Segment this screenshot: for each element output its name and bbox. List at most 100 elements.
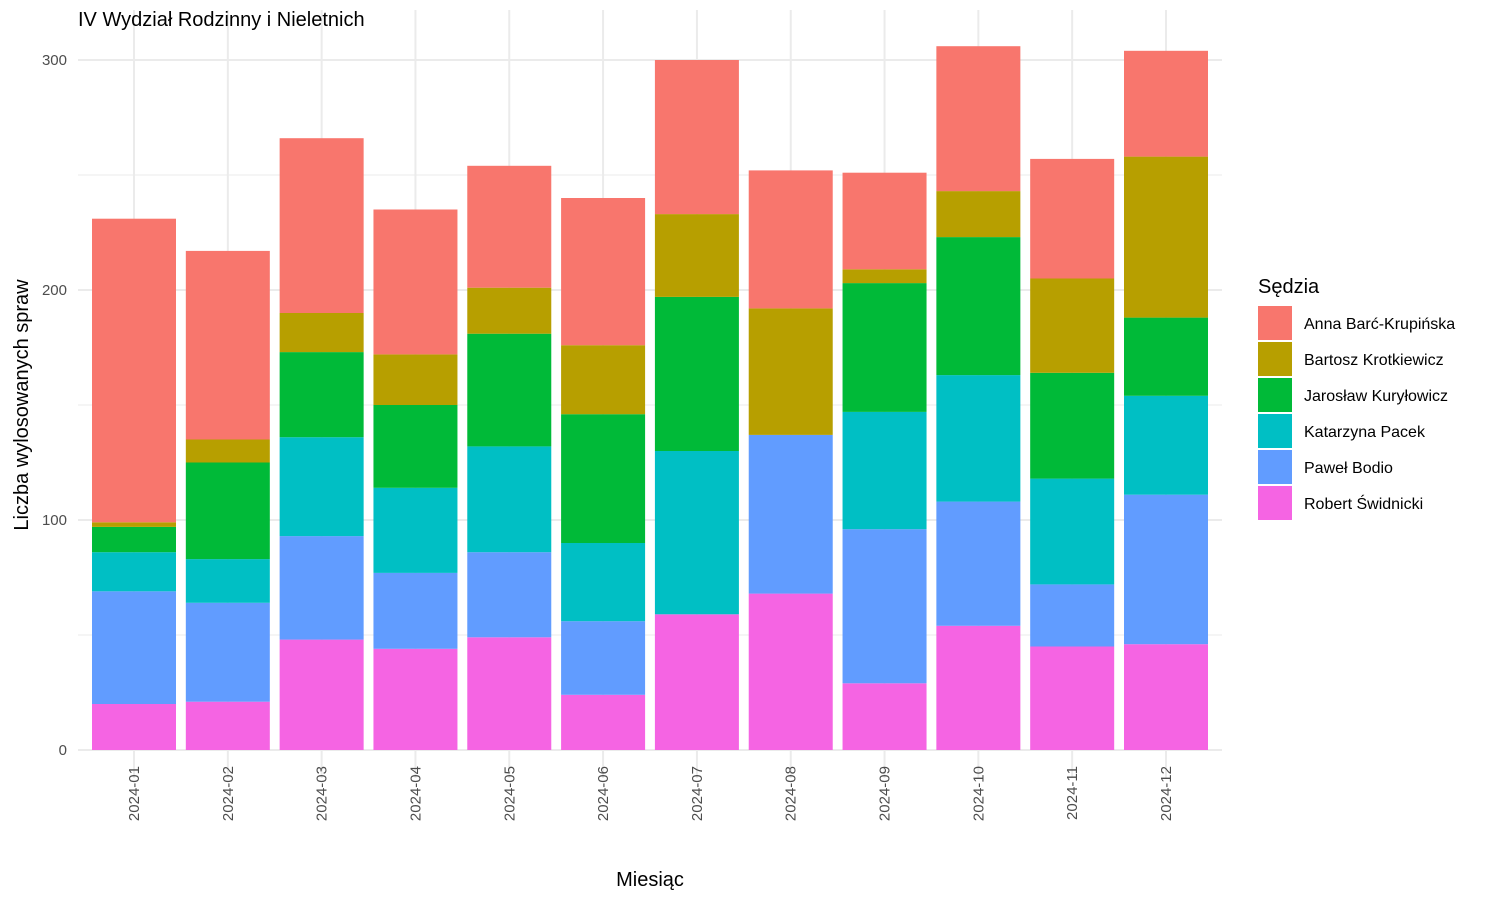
bar-segment: [842, 269, 927, 284]
bar-segment: [279, 352, 364, 438]
bar-segment: [1124, 644, 1208, 750]
legend-swatch: [1258, 486, 1292, 520]
x-tick-label: 2024-07: [689, 766, 706, 821]
bar-segment: [279, 313, 364, 353]
bar-segment: [467, 333, 552, 447]
bar-segment: [185, 559, 270, 603]
bar-segment: [1030, 158, 1115, 279]
bar-segment: [842, 172, 927, 270]
bar-segment: [936, 191, 1021, 238]
bar-segment: [842, 283, 927, 412]
chart-title: IV Wydział Rodzinny i Nieletnich: [78, 9, 365, 31]
legend-label: Anna Barć-Krupińska: [1304, 316, 1455, 333]
bar-segment: [936, 625, 1021, 750]
bar-segment: [1030, 584, 1115, 647]
bar-segment: [92, 552, 176, 592]
x-tick-label: 2024-06: [595, 766, 612, 821]
bar-segment: [748, 434, 833, 594]
bar-segment: [373, 648, 458, 750]
legend-label: Katarzyna Pacek: [1304, 424, 1426, 441]
x-tick-label: 2024-10: [970, 766, 987, 821]
bar-segment: [654, 451, 739, 615]
bar-segment: [92, 591, 176, 704]
legend-title: Sędzia: [1258, 276, 1320, 298]
bar-segment: [1030, 478, 1115, 585]
bar-segment: [748, 593, 833, 750]
y-tick-label: 300: [42, 52, 67, 69]
bar-segment: [373, 209, 458, 355]
bar-segment: [279, 138, 364, 313]
bar-segment: [561, 345, 646, 415]
bar-segment: [92, 522, 176, 527]
x-tick-label: 2024-02: [220, 766, 237, 821]
bar-segment: [748, 170, 833, 309]
legend-swatch: [1258, 450, 1292, 484]
bar-segment: [936, 501, 1021, 626]
bar-segment: [1124, 156, 1208, 318]
bar-segment: [467, 637, 552, 750]
bar-segment: [936, 237, 1021, 376]
bar-segment: [373, 487, 458, 573]
bar-segment: [748, 308, 833, 435]
bars-layer: [92, 46, 1208, 750]
bar-segment: [1124, 50, 1208, 157]
legend-label: Paweł Bodio: [1304, 460, 1393, 477]
x-tick-label: 2024-01: [126, 766, 143, 821]
bar-segment: [92, 526, 176, 553]
bar-segment: [467, 552, 552, 638]
bar-segment: [185, 701, 270, 750]
bar-segment: [654, 214, 739, 297]
bar-segment: [654, 60, 739, 215]
legend-swatch: [1258, 342, 1292, 376]
bar-segment: [842, 411, 927, 530]
bar-segment: [279, 536, 364, 640]
y-tick-label: 0: [59, 742, 67, 759]
bar-segment: [373, 405, 458, 488]
x-tick-label: 2024-05: [501, 766, 518, 821]
bar-segment: [185, 439, 270, 463]
bar-segment: [1124, 395, 1208, 495]
bar-segment: [561, 543, 646, 622]
bar-segment: [1030, 372, 1115, 479]
bar-segment: [842, 529, 927, 684]
bar-segment: [279, 437, 364, 537]
y-axis-ticks: 0 100 200 300: [42, 52, 67, 759]
bar-segment: [1124, 494, 1208, 645]
bar-segment: [561, 694, 646, 750]
x-tick-label: 2024-08: [783, 766, 800, 821]
x-tick-label: 2024-03: [314, 766, 331, 821]
bar-segment: [936, 375, 1021, 502]
bar-segment: [92, 218, 176, 523]
bar-segment: [185, 250, 270, 440]
y-tick-label: 200: [42, 282, 67, 299]
legend-label: Jarosław Kuryłowicz: [1304, 388, 1448, 405]
bar-segment: [92, 704, 176, 750]
x-tick-label: 2024-04: [407, 766, 424, 821]
bar-segment: [467, 446, 552, 553]
bar-segment: [561, 621, 646, 695]
bar-segment: [654, 296, 739, 451]
legend-label: Bartosz Krotkiewicz: [1304, 352, 1444, 369]
bar-segment: [373, 354, 458, 405]
bar-segment: [467, 287, 552, 334]
bar-segment: [936, 46, 1021, 192]
legend-swatch: [1258, 378, 1292, 412]
bar-segment: [185, 462, 270, 560]
bar-segment: [654, 614, 739, 750]
bar-segment: [467, 165, 552, 288]
legend-swatch: [1258, 306, 1292, 340]
x-tick-label: 2024-12: [1158, 766, 1175, 821]
x-axis-ticks: 2024-01 2024-02 2024-03 2024-04 2024-05 2024-…: [126, 766, 1175, 821]
bar-segment: [561, 414, 646, 543]
legend: Sędzia Anna Barć-Krupińska Bartosz Krotki…: [1258, 276, 1455, 520]
bar-segment: [561, 198, 646, 346]
bar-segment: [1030, 278, 1115, 373]
bar-segment: [1030, 646, 1115, 750]
legend-label: Robert Świdnicki: [1304, 494, 1423, 513]
bar-segment: [1124, 317, 1208, 396]
y-tick-label: 100: [42, 512, 67, 529]
bar-segment: [185, 602, 270, 702]
legend-swatch: [1258, 414, 1292, 448]
x-tick-label: 2024-09: [877, 766, 894, 821]
